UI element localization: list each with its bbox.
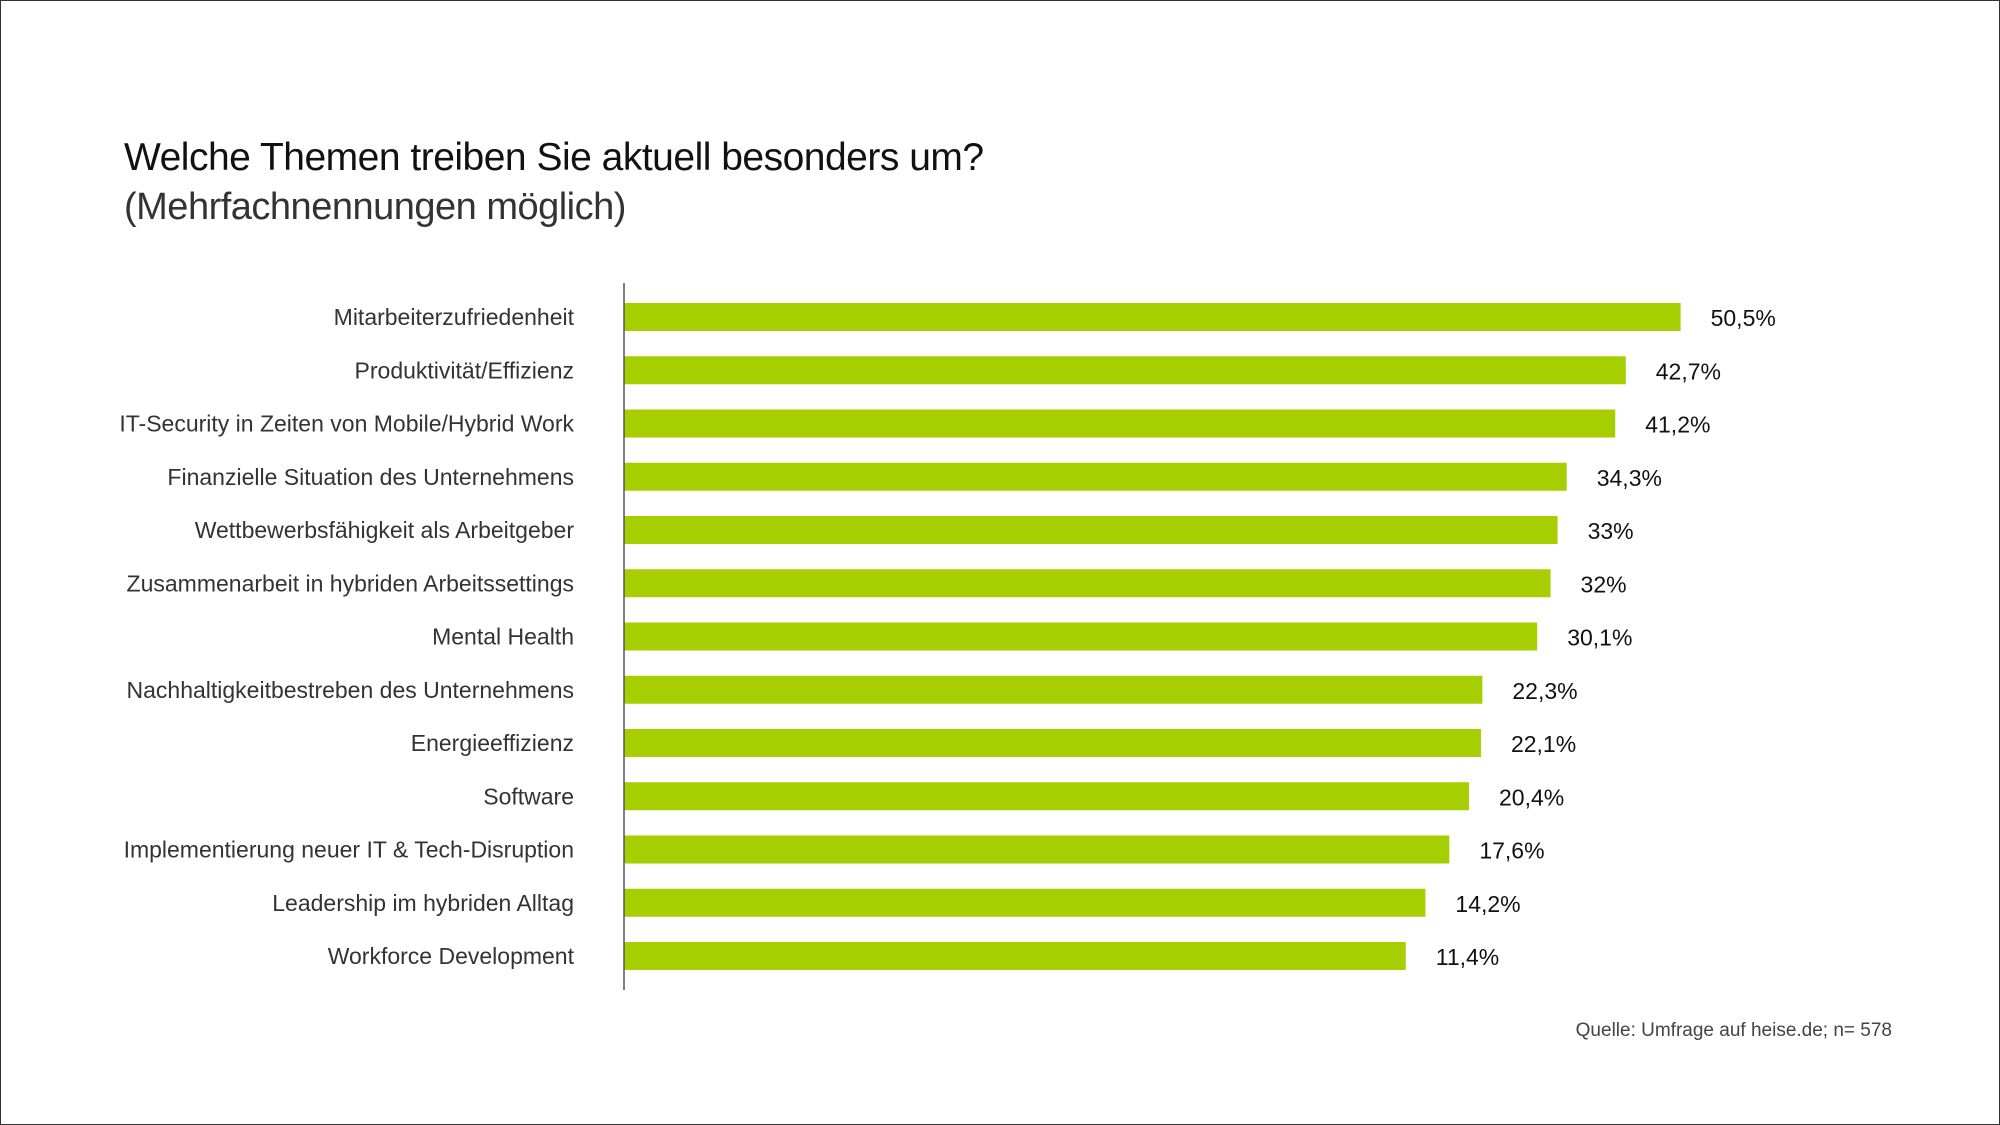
- category-label: Software: [483, 783, 574, 809]
- value-label: 22,1%: [1511, 731, 1576, 757]
- bar: [624, 888, 1426, 917]
- bar: [624, 782, 1470, 811]
- category-label: Zusammenarbeit in hybriden Arbeitssettin…: [127, 570, 574, 596]
- value-label: 14,2%: [1455, 891, 1520, 917]
- category-label: Implementierung neuer IT & Tech-Disrupti…: [124, 837, 574, 863]
- category-label: Mitarbeiterzufriedenheit: [334, 304, 575, 330]
- value-label: 22,3%: [1512, 678, 1577, 704]
- category-label: Energieeffizienz: [411, 730, 574, 756]
- chart-title: Welche Themen treiben Sie aktuell besond…: [124, 136, 984, 179]
- source-note: Quelle: Umfrage auf heise.de; n= 578: [1575, 1020, 1892, 1041]
- bar: [624, 303, 1681, 331]
- bar: [624, 356, 1626, 385]
- category-label: Finanzielle Situation des Unternehmens: [167, 464, 574, 490]
- bar: [624, 675, 1483, 704]
- category-label: Workforce Development: [328, 943, 575, 969]
- category-label: Nachhaltigkeitbestreben des Unternehmens: [127, 677, 575, 703]
- bar: [624, 942, 1406, 970]
- category-label: Mental Health: [432, 624, 574, 650]
- value-label: 34,3%: [1597, 465, 1662, 491]
- bar: [624, 729, 1481, 757]
- bar: [624, 569, 1551, 598]
- bar: [624, 516, 1558, 544]
- value-label: 33%: [1588, 518, 1634, 544]
- value-label: 32%: [1581, 571, 1627, 597]
- bar: [624, 835, 1450, 864]
- value-label: 20,4%: [1499, 784, 1564, 810]
- category-label: Wettbewerbsfähigkeit als Arbeitgeber: [195, 517, 575, 543]
- value-label: 50,5%: [1711, 305, 1776, 331]
- bar: [624, 622, 1538, 651]
- bar: [624, 462, 1567, 491]
- chart-subtitle: (Mehrfachnennungen möglich): [124, 186, 626, 228]
- bar: [624, 409, 1616, 438]
- category-label: Leadership im hybriden Alltag: [272, 890, 574, 916]
- value-label: 42,7%: [1656, 358, 1721, 384]
- value-label: 41,2%: [1645, 412, 1710, 438]
- category-label: Produktivität/Effizienz: [355, 357, 574, 383]
- value-label: 30,1%: [1567, 625, 1632, 651]
- category-label: IT-Security in Zeiten von Mobile/Hybrid …: [119, 411, 574, 437]
- value-label: 17,6%: [1479, 838, 1544, 864]
- value-label: 11,4%: [1436, 944, 1500, 970]
